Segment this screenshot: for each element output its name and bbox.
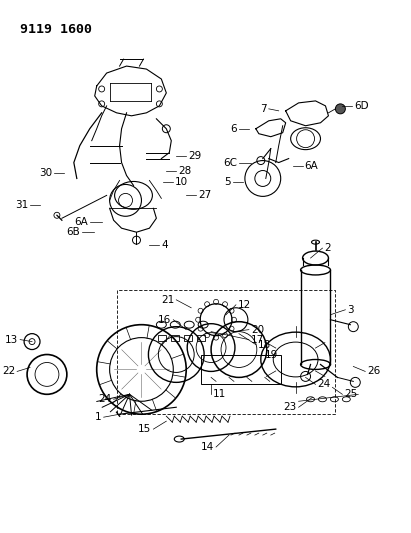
- Text: 20: 20: [251, 325, 264, 335]
- Text: 16: 16: [158, 314, 171, 325]
- Text: 7: 7: [260, 104, 267, 114]
- Bar: [117, 290, 335, 414]
- Text: 28: 28: [178, 166, 192, 175]
- Text: 29: 29: [188, 151, 201, 160]
- Text: 23: 23: [283, 402, 297, 412]
- Bar: [184, 335, 192, 341]
- Text: 10: 10: [175, 177, 188, 188]
- Circle shape: [335, 104, 345, 114]
- Text: 5: 5: [224, 177, 231, 188]
- Text: 2: 2: [324, 243, 331, 253]
- Text: 24: 24: [318, 379, 331, 390]
- Text: 18: 18: [258, 340, 271, 350]
- Text: 17: 17: [251, 335, 264, 345]
- Text: 27: 27: [198, 190, 211, 200]
- Text: 21: 21: [161, 295, 174, 305]
- Text: 11: 11: [213, 389, 226, 399]
- Text: 4: 4: [162, 240, 168, 250]
- Text: 30: 30: [39, 167, 52, 177]
- Text: 24: 24: [98, 394, 112, 405]
- Text: 14: 14: [201, 442, 214, 452]
- Text: 6C: 6C: [223, 158, 237, 167]
- Text: 22: 22: [2, 366, 15, 376]
- Bar: [171, 335, 179, 341]
- Text: 26: 26: [367, 366, 381, 376]
- Text: 31: 31: [15, 200, 28, 211]
- Text: 6D: 6D: [354, 101, 369, 111]
- Bar: [201, 354, 281, 384]
- Text: 6A: 6A: [74, 217, 88, 227]
- Text: 6: 6: [230, 124, 237, 134]
- Bar: [197, 335, 205, 341]
- Text: 19: 19: [265, 350, 278, 360]
- Text: 25: 25: [344, 389, 358, 399]
- Text: 6B: 6B: [66, 227, 80, 237]
- Text: 15: 15: [138, 424, 151, 434]
- Text: 9119 1600: 9119 1600: [20, 23, 92, 36]
- Text: 12: 12: [238, 300, 251, 310]
- Text: 6A: 6A: [305, 160, 319, 171]
- Text: 1: 1: [95, 412, 102, 422]
- Bar: [158, 335, 166, 341]
- Text: 13: 13: [5, 335, 18, 345]
- Text: 3: 3: [347, 305, 354, 315]
